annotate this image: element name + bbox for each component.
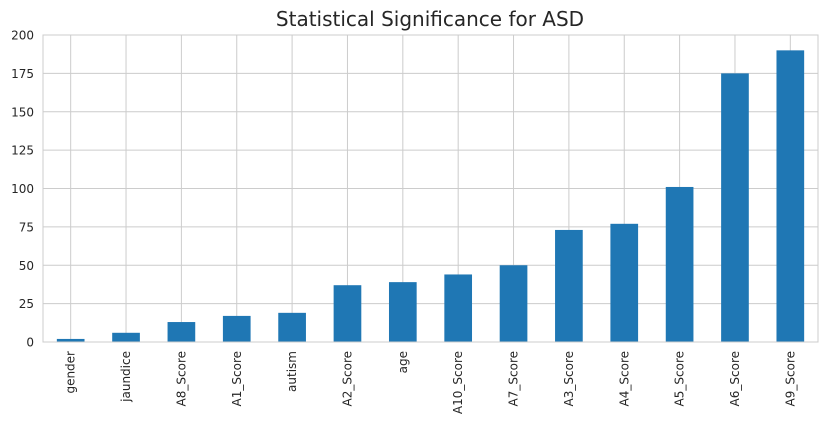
x-axis-ticks: gender jaundice A8_Score A1_Score autism A2_S… <box>64 351 798 414</box>
bar-a6-score <box>721 73 749 342</box>
bar-a4-score <box>610 223 639 342</box>
x-tick-label: A8_Score <box>174 351 188 406</box>
bar-a3-score <box>555 229 583 342</box>
bar-autism <box>278 312 306 342</box>
y-tick-label: 0 <box>26 336 34 350</box>
y-tick-label: 100 <box>11 182 34 196</box>
y-tick-label: 50 <box>19 259 34 273</box>
bar-gender <box>56 338 85 342</box>
bar-layer <box>56 50 805 342</box>
y-tick-label: 175 <box>11 67 34 81</box>
x-tick-label: age <box>396 351 410 373</box>
bar-a5-score <box>665 186 694 342</box>
x-tick-label: A3_Score <box>562 351 576 406</box>
x-tick-label: A10_Score <box>451 351 465 414</box>
x-tick-label: A2_Score <box>340 351 354 406</box>
x-tick-label: autism <box>285 351 299 392</box>
y-tick-label: 150 <box>11 105 34 119</box>
y-axis-ticks: 0 25 50 75 100 125 150 175 200 <box>11 29 34 350</box>
bar-a1-score <box>222 315 251 342</box>
bar-a8-score <box>167 322 196 342</box>
x-tick-label: A4_Score <box>617 351 631 406</box>
bar-a7-score <box>499 265 528 342</box>
bar-a2-score <box>333 285 362 342</box>
chart-title: Statistical Significance for ASD <box>276 7 584 31</box>
bar-a9-score <box>776 50 805 342</box>
plot-frame <box>42 34 819 343</box>
grid-layer <box>43 34 818 343</box>
x-tick-label: jaundice <box>119 351 133 403</box>
bar-jaundice <box>112 332 140 342</box>
x-tick-label: A7_Score <box>507 351 521 406</box>
bar-age <box>388 282 417 342</box>
x-tick-label: A6_Score <box>728 351 742 406</box>
x-tick-label: A5_Score <box>673 351 687 406</box>
x-tick-label: A9_Score <box>783 351 797 406</box>
y-tick-label: 75 <box>19 220 34 234</box>
x-tick-label: A1_Score <box>230 351 244 406</box>
bar-a10-score <box>444 274 473 342</box>
y-tick-label: 125 <box>11 144 34 158</box>
y-tick-label: 200 <box>11 29 34 43</box>
y-tick-label: 25 <box>19 297 34 311</box>
x-tick-label: gender <box>64 351 78 394</box>
